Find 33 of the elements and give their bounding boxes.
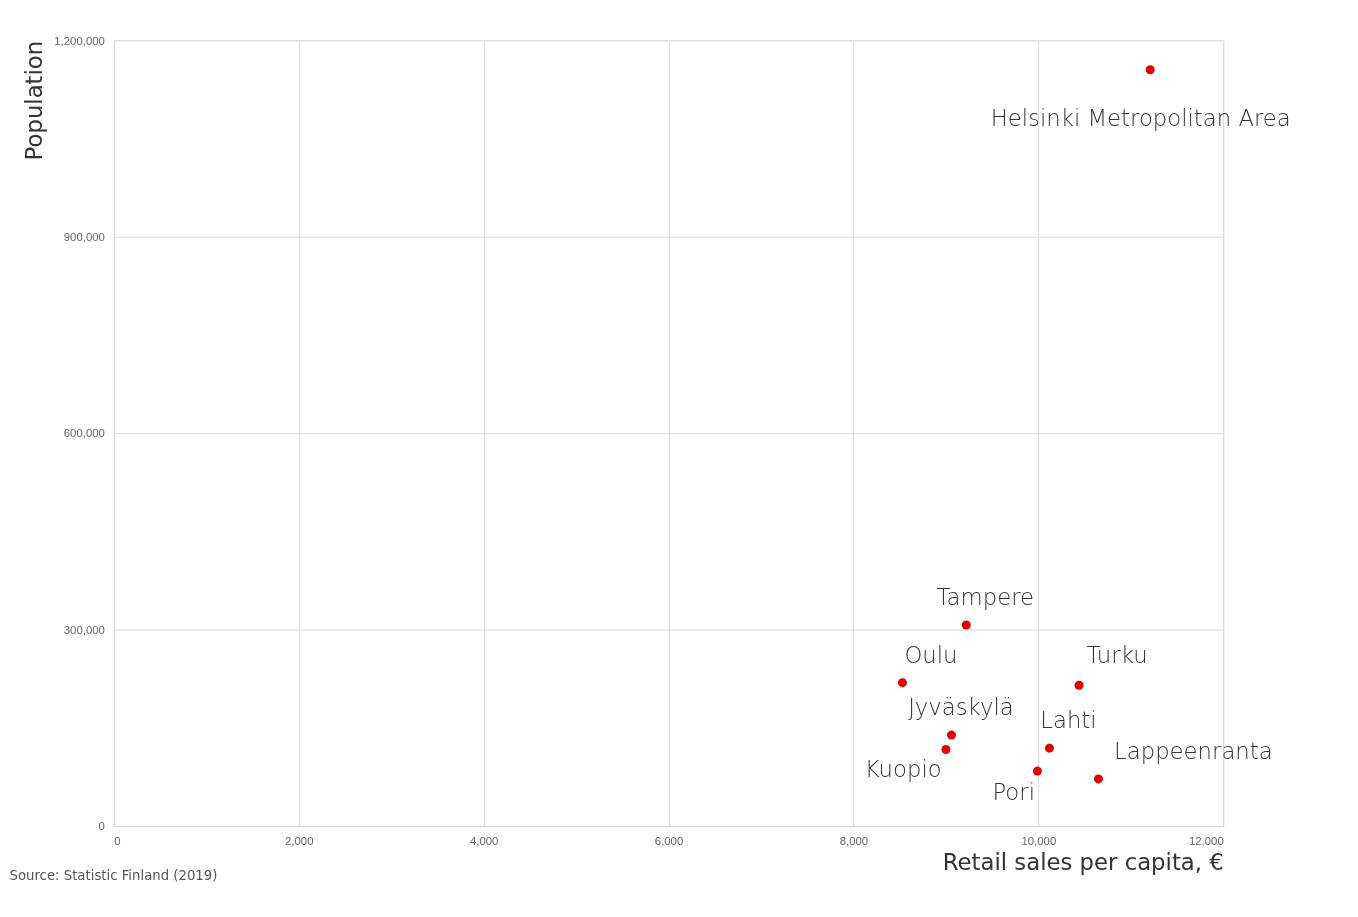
x-tick-label: 6,000 [654, 834, 684, 847]
y-tick-label: 0 [98, 820, 105, 833]
x-tick-label: 4,000 [469, 834, 499, 847]
x-tick-label: 8,000 [839, 834, 869, 847]
point [946, 730, 956, 740]
annotation: Turku [1086, 642, 1148, 669]
point [941, 744, 951, 754]
y-axis-title: Population [20, 40, 47, 161]
y-tick-label: 1,200,000 [54, 34, 105, 47]
y-tick-label: 900,000 [63, 231, 105, 244]
x-tick-label: 10,000 [1021, 834, 1057, 847]
point [1044, 743, 1054, 753]
x-tick-label: 2,000 [285, 834, 314, 847]
x-tick-label: 12,000 [1188, 834, 1224, 847]
y-tick-label: 600,000 [63, 427, 105, 440]
source-note: Source: Statistic Finland (2019) [9, 868, 218, 884]
annotation: Lappeenranta [1114, 738, 1273, 764]
annotation: Lahti [1040, 707, 1097, 734]
y-tick-label: 300,000 [63, 623, 105, 636]
annotation: Oulu [904, 641, 958, 668]
point [1032, 766, 1042, 776]
annotation: Pori [992, 779, 1035, 806]
annotation: Helsinki Metropolitan Area [990, 104, 1291, 131]
x-axis-title: Retail sales per capita, € [942, 849, 1224, 876]
x-tick-label: 0 [114, 834, 121, 847]
annotation: Tampere [936, 584, 1035, 611]
point [1145, 65, 1155, 75]
annotation: Kuopio [864, 755, 942, 782]
point [897, 678, 907, 688]
point [1074, 680, 1084, 690]
point [1093, 774, 1103, 784]
annotation: Jyväskylä [908, 694, 1014, 721]
point [961, 620, 971, 630]
